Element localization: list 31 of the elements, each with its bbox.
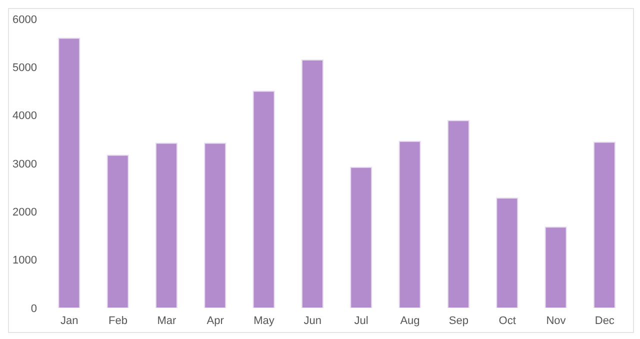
y-tick-label: 1000 — [12, 254, 37, 267]
bar — [544, 226, 567, 308]
x-tick-label: May — [254, 314, 275, 327]
y-tick-label: 5000 — [12, 62, 37, 74]
x-tick-label: Feb — [108, 314, 128, 327]
x-tick-label: Nov — [546, 314, 566, 327]
y-tick-label: 0 — [30, 302, 37, 315]
y-tick-label: 6000 — [12, 14, 37, 26]
bar — [252, 90, 275, 308]
x-tick-label: Dec — [594, 314, 615, 327]
bar — [496, 198, 518, 308]
bar — [106, 154, 129, 308]
bar — [301, 59, 324, 308]
y-tick-label: 3000 — [12, 158, 37, 170]
x-tick-label: Sep — [448, 314, 468, 327]
x-tick-label: Aug — [400, 314, 420, 327]
bar — [447, 120, 470, 308]
bar — [58, 38, 80, 308]
bar — [204, 142, 226, 308]
bar — [350, 166, 372, 308]
bar — [155, 142, 178, 308]
x-tick-label: Oct — [498, 314, 516, 327]
x-tick-label: Jul — [354, 314, 368, 327]
x-tick-label: Jan — [60, 314, 78, 327]
bar — [593, 142, 616, 308]
x-tick-label: Apr — [206, 314, 224, 327]
bar — [398, 140, 421, 308]
x-tick-label: Mar — [157, 314, 176, 327]
y-tick-label: 2000 — [12, 206, 37, 219]
y-tick-label: 4000 — [12, 110, 37, 122]
x-tick-label: Jun — [304, 314, 322, 327]
